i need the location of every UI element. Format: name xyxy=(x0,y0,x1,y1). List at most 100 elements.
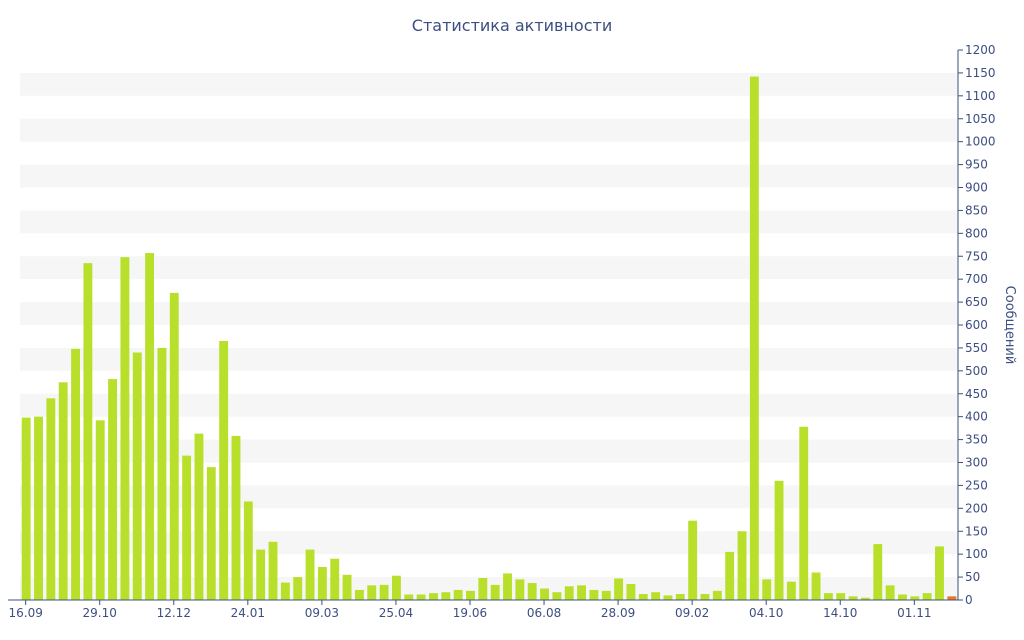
x-tick-label: 12.12 xyxy=(157,606,191,620)
x-tick-label: 28.09 xyxy=(601,606,635,620)
bar xyxy=(527,583,537,600)
bar xyxy=(700,594,710,600)
bar xyxy=(836,593,846,601)
y-tick-label: 1000 xyxy=(965,135,996,149)
bars xyxy=(21,76,957,601)
bar xyxy=(651,592,661,600)
bar xyxy=(108,379,118,600)
grid-band xyxy=(20,256,958,280)
y-tick-label: 350 xyxy=(965,433,988,447)
bar xyxy=(749,76,759,600)
x-tick-label: 16.09 xyxy=(8,606,42,620)
x-tick-label: 29.10 xyxy=(83,606,117,620)
x-tick-label: 25.04 xyxy=(379,606,413,620)
bar xyxy=(885,585,895,600)
bar xyxy=(540,588,549,600)
bar xyxy=(169,292,179,600)
bar xyxy=(515,579,525,601)
bar xyxy=(626,583,636,600)
bar xyxy=(280,582,290,600)
y-tick-label: 500 xyxy=(965,364,988,378)
bar xyxy=(71,348,80,600)
bar xyxy=(194,433,204,601)
x-tick-label: 04.10 xyxy=(749,606,783,620)
bar xyxy=(46,398,56,600)
x-tick-label: 14.10 xyxy=(823,606,857,620)
bar xyxy=(552,592,562,600)
bar xyxy=(145,253,155,601)
bar xyxy=(243,501,253,600)
y-tick-label: 700 xyxy=(965,272,988,286)
bar xyxy=(367,585,377,600)
bar xyxy=(441,592,451,600)
bar xyxy=(811,572,821,600)
bar xyxy=(935,546,944,601)
bar xyxy=(256,549,266,600)
bar xyxy=(478,578,488,600)
x-tick-label: 09.03 xyxy=(305,606,339,620)
bar xyxy=(416,594,426,600)
bar xyxy=(379,584,389,601)
grid-band xyxy=(20,485,958,509)
y-tick-label: 1150 xyxy=(965,66,996,80)
bar xyxy=(453,589,463,600)
y-tick-label: 600 xyxy=(965,318,988,332)
bar xyxy=(860,597,870,600)
y-tick-label: 150 xyxy=(965,524,988,538)
bar xyxy=(182,455,192,601)
bar xyxy=(330,558,340,600)
bar xyxy=(219,341,229,600)
y-tick-label: 1100 xyxy=(965,89,996,103)
bar xyxy=(601,590,611,600)
grid-band xyxy=(20,347,958,371)
y-tick-label: 200 xyxy=(965,501,988,515)
bar xyxy=(898,594,907,600)
grid-band xyxy=(20,439,958,463)
bar xyxy=(774,480,784,600)
bar xyxy=(305,549,315,600)
bar xyxy=(466,590,475,600)
y-tick-label: 400 xyxy=(965,410,988,424)
bar xyxy=(157,347,167,600)
bar xyxy=(737,531,747,600)
bar xyxy=(293,577,303,600)
bar xyxy=(638,594,648,600)
bar xyxy=(58,382,68,600)
bar xyxy=(120,257,130,600)
y-tick-label: 900 xyxy=(965,181,988,195)
y-tick-label: 1200 xyxy=(965,43,996,57)
grid-band xyxy=(20,210,958,234)
grid-bands xyxy=(20,72,958,600)
grid-band xyxy=(20,393,958,417)
bar xyxy=(799,426,809,600)
bar xyxy=(922,593,932,601)
y-tick-label: 300 xyxy=(965,456,988,470)
grid-band xyxy=(20,302,958,325)
bar xyxy=(675,594,685,600)
bar xyxy=(663,595,673,600)
bar xyxy=(823,593,833,601)
bar xyxy=(404,594,414,600)
y-tick-label: 50 xyxy=(965,570,980,584)
bar xyxy=(910,596,920,600)
y-tick-label: 850 xyxy=(965,203,988,217)
grid-band xyxy=(20,118,958,142)
x-tick-label: 19.06 xyxy=(453,606,487,620)
x-axis: 16.09 29.10 12.12 24.01 09.03 25.04 19.06 06.08… xyxy=(8,599,958,620)
x-tick-label: 09.02 xyxy=(675,606,709,620)
chart-title: Статистика активности xyxy=(412,16,612,35)
x-tick-label: 06.08 xyxy=(527,606,561,620)
grid-band xyxy=(20,164,958,188)
bar xyxy=(342,574,352,600)
bar xyxy=(503,573,512,600)
bar xyxy=(786,581,796,600)
y-tick-label: 100 xyxy=(965,547,988,561)
bar xyxy=(947,596,957,600)
bar xyxy=(83,263,93,601)
y-tick-label: 750 xyxy=(965,249,988,263)
bar xyxy=(848,596,858,600)
y-tick-label: 550 xyxy=(965,341,988,355)
y-tick-label: 0 xyxy=(965,593,973,607)
bar xyxy=(34,416,43,600)
